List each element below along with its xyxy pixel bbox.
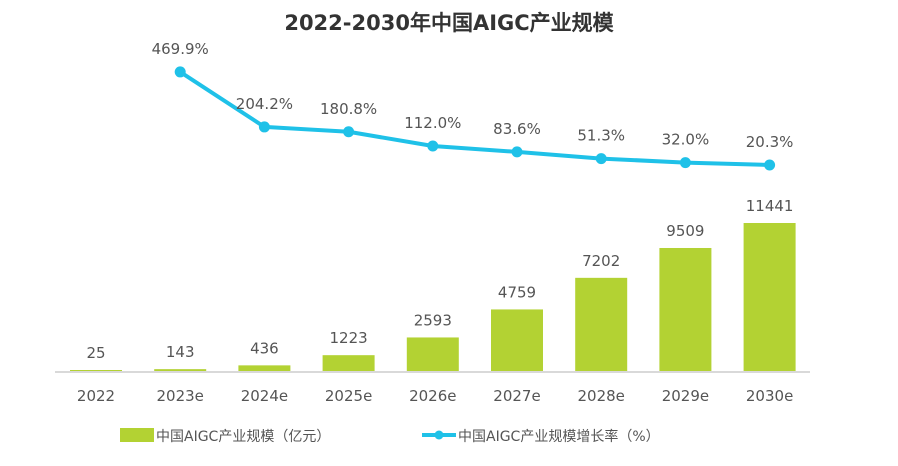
- bar-data-label: 9509: [666, 222, 704, 240]
- bar: [70, 370, 122, 371]
- legend: 中国AIGC产业规模（亿元） 中国AIGC产业规模增长率（%）: [120, 428, 660, 445]
- bar: [154, 369, 207, 371]
- legend-swatch-marker: [434, 430, 444, 440]
- legend-swatch-bar: [120, 428, 154, 442]
- bar: [322, 355, 375, 371]
- bar-data-label: 7202: [582, 252, 620, 270]
- bar-data-label: 25: [86, 344, 105, 362]
- bar: [491, 309, 543, 371]
- x-tick-label: 2028e: [577, 387, 624, 405]
- bar-data-label: 4759: [498, 283, 536, 301]
- x-tick-label: 2027e: [493, 387, 540, 405]
- chart-title: 2022-2030年中国AIGC产业规模: [284, 11, 614, 35]
- x-tick-label: 2023e: [156, 387, 203, 405]
- line-data-label: 83.6%: [493, 120, 541, 138]
- line-data-label: 51.3%: [577, 127, 625, 145]
- x-tick-label: 2026e: [409, 387, 456, 405]
- line-marker: [427, 140, 439, 152]
- line-data-label: 469.9%: [152, 40, 209, 58]
- x-tick-label: 2030e: [746, 387, 793, 405]
- line-marker: [511, 146, 523, 158]
- legend-label-bar: 中国AIGC产业规模（亿元）: [156, 429, 330, 445]
- bar: [659, 247, 712, 371]
- line-data-label: 32.0%: [662, 131, 710, 149]
- line-data-label: 20.3%: [746, 133, 794, 151]
- growth-line: [179, 70, 770, 167]
- line-marker: [764, 159, 776, 171]
- line-marker: [595, 153, 607, 165]
- bar-data-label: 143: [166, 343, 195, 361]
- line-marker: [258, 121, 270, 133]
- bar-data-label: 11441: [746, 197, 794, 215]
- line-marker: [343, 126, 355, 138]
- bar-data-label: 1223: [330, 329, 368, 347]
- x-tick-label: 2022: [77, 387, 115, 405]
- x-tick-label: 2025e: [325, 387, 372, 405]
- line-marker: [174, 66, 186, 78]
- line-marker: [679, 157, 691, 169]
- bar: [743, 223, 796, 371]
- line-data-label: 204.2%: [236, 95, 293, 113]
- x-tick-label: 2024e: [241, 387, 288, 405]
- bar-data-label: 2593: [414, 311, 452, 329]
- line-data-label: 180.8%: [320, 100, 377, 118]
- bar: [575, 277, 628, 371]
- bar: [406, 337, 459, 371]
- line-data-label: 112.0%: [404, 114, 461, 132]
- bar-data-label: 436: [250, 339, 279, 357]
- bar: [238, 365, 291, 371]
- legend-label-line: 中国AIGC产业规模增长率（%）: [458, 428, 660, 445]
- x-tick-label: 2029e: [662, 387, 709, 405]
